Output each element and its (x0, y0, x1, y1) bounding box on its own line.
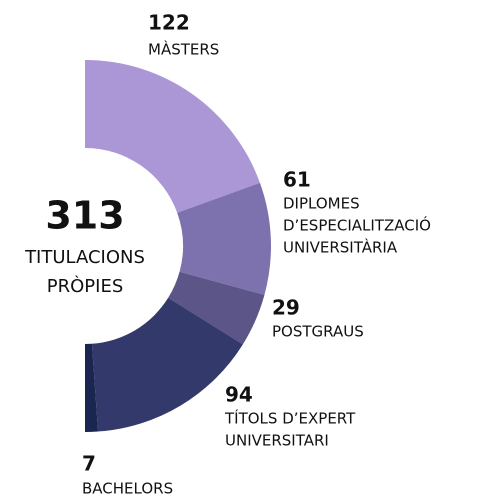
category-label: D’ESPECIALITZACIÓ (283, 216, 431, 235)
value-label: 122 (148, 11, 190, 35)
category-label: MÀSTERS (148, 40, 219, 59)
category-label: UNIVERSITARI (225, 432, 329, 450)
value-label: 7 (82, 452, 96, 476)
center-label: TITULACIONS (24, 247, 145, 268)
category-label: POSTGRAUS (272, 323, 364, 341)
category-label: DIPLOMES (283, 195, 360, 213)
category-label: BACHELORS (82, 480, 173, 498)
value-label: 61 (283, 168, 311, 192)
category-label: TÍTOLS D’EXPERT (224, 409, 356, 428)
category-label: UNIVERSITÀRIA (283, 238, 398, 257)
value-label: 94 (225, 383, 253, 407)
segment (177, 182, 271, 295)
center-label: PRÒPIES (47, 275, 124, 297)
value-label: 29 (272, 296, 300, 320)
segment (85, 343, 99, 432)
segment (91, 297, 243, 432)
segment (85, 60, 260, 213)
total: 313 (45, 194, 124, 238)
segment (168, 271, 265, 345)
